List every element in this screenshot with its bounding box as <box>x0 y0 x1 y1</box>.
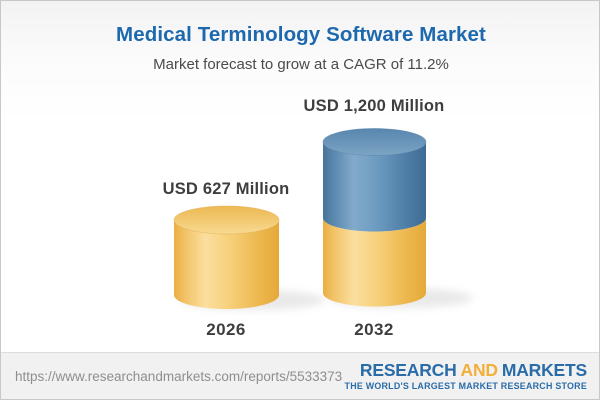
bar-2026-cylinder-body <box>174 220 279 309</box>
brand-word-research: RESEARCH <box>359 360 457 381</box>
value-label-2026: USD 627 Million <box>163 180 290 198</box>
page-title: Medical Terminology Software Market <box>116 23 486 46</box>
bar-2032-base-segment <box>323 218 426 307</box>
value-label-2032: USD 1,200 Million <box>304 97 445 115</box>
brand-tagline: THE WORLD'S LARGEST MARKET RESEARCH STOR… <box>344 380 587 391</box>
cylinder-bar-chart: USD 627 Million USD 1,200 Million 2026 2… <box>163 97 473 339</box>
bar-2032-top-face <box>322 128 427 156</box>
bar-2032-growth-segment <box>323 142 426 232</box>
category-label-2032: 2032 <box>354 320 393 339</box>
brand-logo: RESEARCH AND MARKETS THE WORLD'S LARGEST M… <box>344 361 588 391</box>
brand-word-and: AND <box>460 360 499 381</box>
bar-2026-top-face <box>173 205 280 235</box>
footer-bar: https://www.researchandmarkets.com/repor… <box>1 352 599 399</box>
brand-logo-wordmark: RESEARCH AND MARKETS <box>360 361 587 379</box>
page-subtitle: Market forecast to grow at a CAGR of 11.… <box>153 56 449 73</box>
header: Medical Terminology Software Market Mark… <box>1 1 599 73</box>
category-label-2026: 2026 <box>206 320 245 339</box>
brand-word-markets: MARKETS <box>501 360 587 381</box>
report-url: https://www.researchandmarkets.com/repor… <box>15 368 343 384</box>
